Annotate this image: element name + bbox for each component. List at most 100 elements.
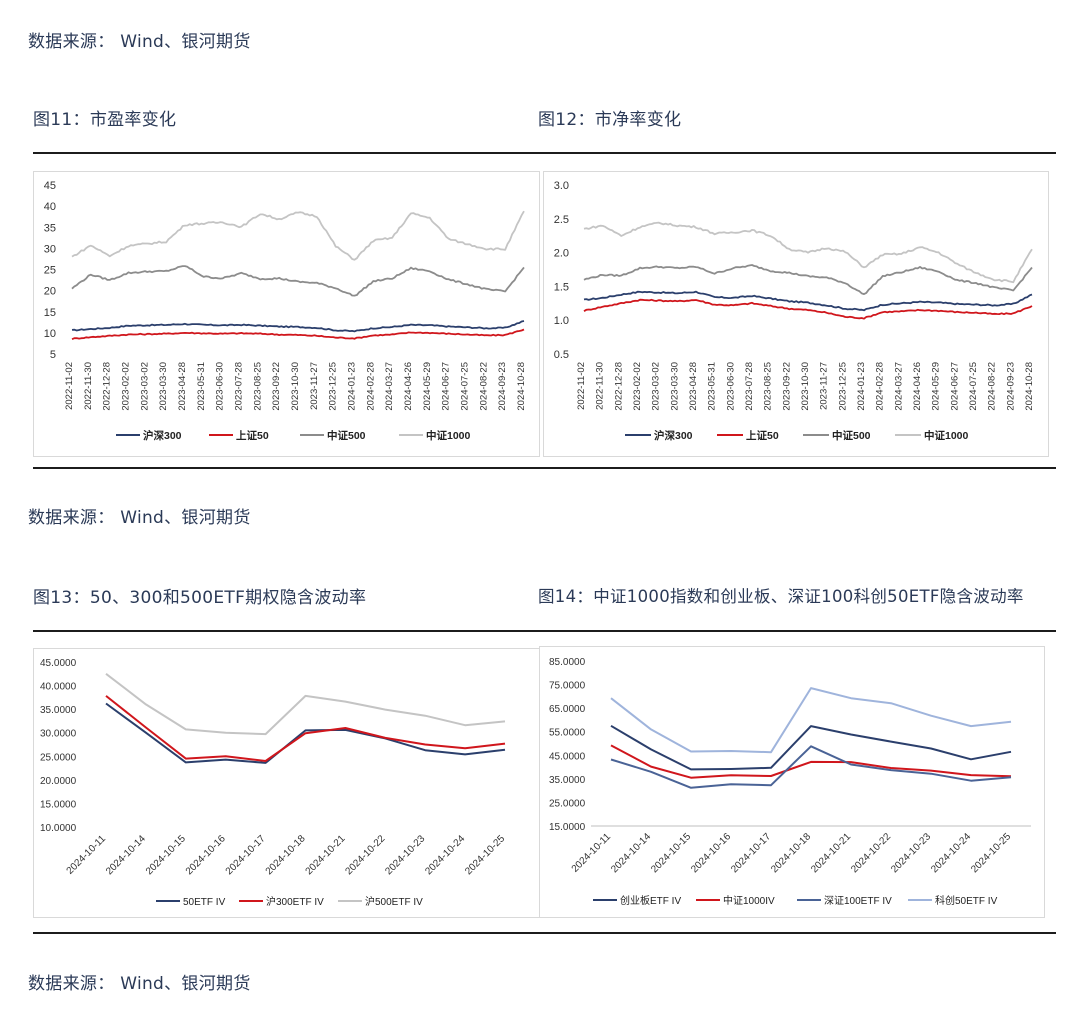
x-tick-label: 2024-10-14 (609, 831, 653, 875)
x-tick-label: 2022-11-30 (595, 362, 606, 410)
x-tick-label: 2023-02-02 (121, 362, 132, 411)
x-tick-label: 2023-04-28 (688, 362, 699, 411)
y-tick-label: 10 (44, 328, 56, 340)
x-tick-label: 2023-12-25 (328, 362, 339, 411)
x-tick-label: 2024-07-25 (460, 362, 471, 411)
x-tick-label: 2024-10-24 (929, 831, 973, 875)
iv1-chart: 45.0000 40.0000 35.0000 30.0000 25.0000 20.00… (40, 658, 507, 908)
x-tick-label: 2024-10-16 (184, 833, 228, 877)
x-tick-label: 2024-05-29 (422, 362, 433, 411)
y-tick-label: 3.0 (554, 180, 569, 192)
x-tick-label: 2024-03-27 (384, 362, 395, 411)
x-tick-label: 2024-03-27 (893, 362, 904, 411)
series-line-沪深300 (71, 320, 525, 333)
y-tick-label: 35.0000 (40, 705, 77, 716)
y-tick-label: 45.0000 (40, 658, 77, 669)
x-tick-label: 2024-10-21 (809, 831, 853, 875)
iv2-chart: 85.0000 75.0000 65.0000 55.0000 45.0000 35.00… (549, 657, 1031, 907)
y-tick-label: 75.0000 (549, 681, 586, 692)
caption-fig12: 图12：市净率变化 (538, 110, 682, 130)
x-tick-label: 2024-01-23 (347, 362, 358, 411)
x-tick-label: 2023-09-22 (781, 362, 792, 411)
legend-label-创业板etf-iv: 创业板ETF IV (620, 894, 681, 907)
x-tick-label: 2023-10-30 (800, 362, 811, 411)
x-tick-label: 2023-05-31 (707, 362, 718, 411)
x-tick-label: 2024-01-23 (856, 362, 867, 411)
iv2-chart-panel: 85.0000 75.0000 65.0000 55.0000 45.0000 35.00… (539, 646, 1045, 918)
series-line-中证500 (583, 264, 1033, 295)
x-tick-label: 2024-10-24 (423, 833, 467, 877)
y-tick-label: 1.5 (554, 281, 569, 293)
y-tick-label: 20 (44, 286, 56, 298)
pe-chart: 45 40 35 30 25 20 15 10 5 2022-11-02 2022-11-30 202… (44, 180, 527, 442)
legend-label-50etf-iv: 50ETF IV (183, 897, 226, 908)
y-tick-label: 15 (44, 307, 56, 319)
y-tick-label: 40.0000 (40, 682, 77, 693)
series-line-深证100etf-iv (610, 745, 1012, 789)
y-tick-label: 0.5 (554, 349, 569, 361)
y-tick-label: 20.0000 (40, 776, 77, 787)
legend-label-中证1000: 中证1000 (924, 429, 969, 442)
x-tick-label: 2023-05-31 (196, 362, 207, 411)
x-tick-label: 2024-10-11 (570, 831, 614, 875)
x-tick-label: 2022-11-02 (576, 362, 587, 410)
series-line-沪300etf-iv (105, 695, 506, 762)
y-tick-label: 25 (44, 265, 56, 277)
series-line-上证50 (583, 298, 1033, 320)
x-tick-label: 2023-08-25 (763, 362, 774, 411)
x-tick-label: 2024-10-18 (769, 831, 813, 875)
source-note-bottom: 数据来源： Wind、银河期货 (28, 974, 251, 994)
x-tick-label: 2024-10-11 (65, 833, 109, 877)
y-tick-label: 45.0000 (549, 751, 586, 762)
x-tick-label: 2024-10-22 (849, 831, 893, 875)
series-line-中证1000 (71, 210, 525, 261)
x-tick-label: 2022-11-02 (64, 362, 75, 410)
x-tick-label: 2023-10-30 (290, 362, 301, 411)
x-tick-label: 2023-03-30 (669, 362, 680, 411)
x-tick-label: 2024-06-27 (441, 362, 452, 411)
x-tick-label: 2023-07-28 (234, 362, 245, 411)
x-tick-label: 2024-02-28 (365, 362, 376, 411)
x-tick-label: 2023-04-28 (177, 362, 188, 411)
series-line-创业板etf-iv (610, 724, 1012, 771)
x-tick-label: 2023-03-02 (651, 362, 662, 411)
y-tick-label: 1.0 (554, 315, 569, 327)
bottom-rule-row1 (33, 467, 1056, 469)
x-tick-label: 2023-12-25 (837, 362, 848, 411)
x-tick-label: 2024-09-23 (1005, 362, 1016, 411)
x-tick-label: 2024-07-25 (968, 362, 979, 411)
legend-label-沪深300: 沪深300 (654, 429, 693, 442)
x-tick-label: 2023-08-25 (252, 362, 263, 411)
y-tick-label: 10.0000 (40, 823, 77, 834)
y-tick-label: 5 (50, 349, 56, 361)
y-tick-label: 2.0 (554, 248, 569, 260)
series-line-上证50 (71, 328, 525, 341)
x-tick-label: 2023-06-30 (215, 362, 226, 411)
x-tick-label: 2024-08-22 (478, 362, 489, 411)
x-tick-label: 2024-10-14 (104, 833, 148, 877)
x-tick-label: 2024-10-28 (516, 362, 527, 411)
x-tick-label: 2023-11-27 (309, 362, 320, 410)
series-line-中证500 (71, 265, 525, 297)
series-line-50etf-iv (105, 702, 506, 764)
caption-fig11: 图11：市盈率变化 (33, 110, 177, 130)
series-line-科创50etf-iv (610, 687, 1012, 754)
x-tick-label: 2024-10-16 (689, 831, 733, 875)
top-rule-row2 (33, 630, 1056, 632)
legend-label-中证500: 中证500 (832, 429, 871, 442)
y-tick-label: 30 (44, 243, 56, 255)
x-tick-label: 2023-11-27 (819, 362, 830, 410)
x-tick-label: 2024-10-28 (1024, 362, 1035, 411)
y-tick-label: 65.0000 (549, 704, 586, 715)
x-tick-label: 2024-10-22 (343, 833, 387, 877)
legend-label-科创50etf-iv: 科创50ETF IV (935, 894, 998, 907)
x-tick-label: 2023-03-30 (158, 362, 169, 411)
legend-label-上证50: 上证50 (236, 429, 269, 442)
legend-label-沪300etf-iv: 沪300ETF IV (266, 895, 324, 908)
x-tick-label: 2022-11-30 (83, 362, 94, 410)
source-note-top: 数据来源： Wind、银河期货 (28, 32, 251, 52)
y-tick-label: 85.0000 (549, 657, 586, 668)
legend-label-沪500etf-iv: 沪500ETF IV (365, 895, 423, 908)
x-tick-label: 2024-10-17 (729, 831, 773, 875)
legend-label-中证1000iv: 中证1000IV (723, 894, 775, 907)
